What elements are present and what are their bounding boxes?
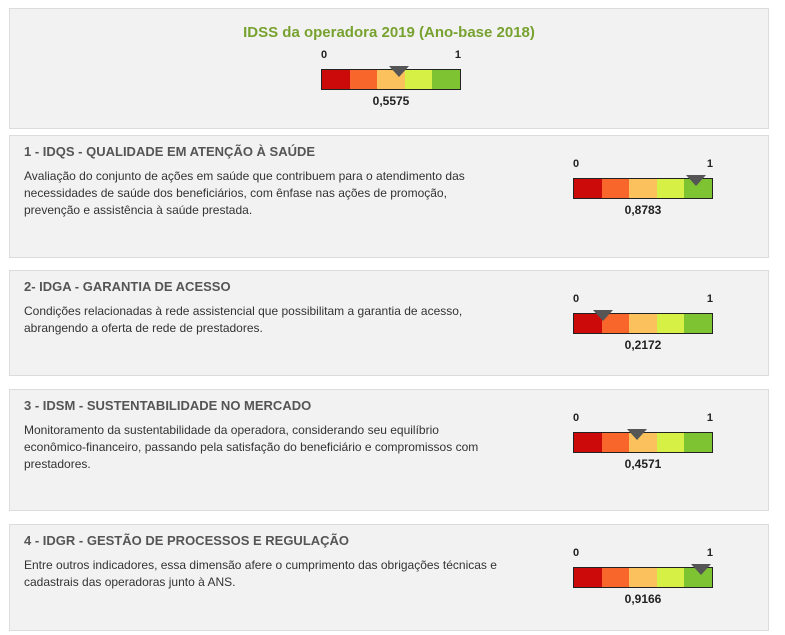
gauge-min-label: 0: [573, 293, 580, 305]
overall-score-panel: IDSS da operadora 2019 (Ano-base 2018) 0…: [9, 8, 769, 129]
gauge-segment: [684, 433, 712, 452]
section-idqs: 1 - IDQS - QUALIDADE EM ATENÇÃO À SAÚDE …: [9, 135, 769, 258]
gauge-segment: [656, 433, 685, 452]
idgr-gauge: 0 1 0,9166: [573, 547, 713, 607]
gauge-segment: [349, 70, 378, 89]
gauge-segment: [574, 179, 602, 198]
gauge-max-label: 1: [706, 293, 713, 305]
section-description: Monitoramento da sustentabilidade da ope…: [24, 423, 479, 471]
idqs-gauge: 0 1 0,8783: [573, 158, 713, 218]
gauge-max-label: 1: [454, 49, 461, 61]
gauge-value: 0,2172: [624, 338, 662, 352]
section-idga: 2- IDGA - GARANTIA DE ACESSO Condições r…: [9, 270, 769, 376]
gauge-value: 0,9166: [624, 592, 662, 606]
overall-gauge: 0 1 0,5575: [321, 49, 461, 109]
gauge-segment: [684, 314, 712, 333]
gauge-segment: [629, 568, 657, 587]
gauge-segment: [574, 433, 602, 452]
gauge-segment: [432, 70, 460, 89]
gauge-max-label: 1: [706, 412, 713, 424]
gauge-max-label: 1: [706, 547, 713, 559]
gauge-segment: [404, 70, 433, 89]
gauge-segment: [322, 70, 350, 89]
section-title: 4 - IDGR - GESTÃO DE PROCESSOS E REGULAÇ…: [24, 533, 350, 548]
gauge-segment: [601, 179, 630, 198]
gauge-marker-icon: [685, 175, 706, 186]
gauge-marker-icon: [389, 66, 410, 77]
overall-title: IDSS da operadora 2019 (Ano-base 2018): [243, 24, 535, 41]
gauge-value: 0,5575: [372, 94, 410, 108]
gauge-segment: [656, 314, 685, 333]
section-description: Avaliação do conjunto de ações em saúde …: [24, 169, 465, 217]
gauge-segment: [656, 179, 685, 198]
gauge-marker-icon: [691, 564, 712, 575]
gauge-min-label: 0: [573, 547, 580, 559]
gauge-marker-icon: [626, 429, 647, 440]
section-description: Entre outros indicadores, essa dimensão …: [24, 558, 497, 589]
section-idgr: 4 - IDGR - GESTÃO DE PROCESSOS E REGULAÇ…: [9, 524, 769, 631]
section-title: 1 - IDQS - QUALIDADE EM ATENÇÃO À SAÚDE: [24, 144, 316, 159]
section-title: 3 - IDSM - SUSTENTABILIDADE NO MERCADO: [24, 398, 312, 413]
gauge-min-label: 0: [573, 158, 580, 170]
gauge-marker-icon: [593, 310, 614, 321]
gauge-min-label: 0: [573, 412, 580, 424]
gauge-segment: [629, 179, 657, 198]
gauge-bar: [573, 432, 713, 453]
gauge-segment: [601, 433, 630, 452]
gauge-segment: [601, 568, 630, 587]
gauge-min-label: 0: [321, 49, 328, 61]
gauge-segment: [656, 568, 685, 587]
gauge-segment: [574, 568, 602, 587]
idsm-gauge: 0 1 0,4571: [573, 412, 713, 472]
section-idsm: 3 - IDSM - SUSTENTABILIDADE NO MERCADO M…: [9, 389, 769, 511]
gauge-segment: [629, 314, 657, 333]
idga-gauge: 0 1 0,2172: [573, 293, 713, 353]
gauge-value: 0,4571: [624, 457, 662, 471]
section-title: 2- IDGA - GARANTIA DE ACESSO: [24, 279, 231, 294]
section-description: Condições relacionadas à rede assistenci…: [24, 304, 463, 335]
gauge-value: 0,8783: [624, 203, 662, 217]
gauge-max-label: 1: [706, 158, 713, 170]
